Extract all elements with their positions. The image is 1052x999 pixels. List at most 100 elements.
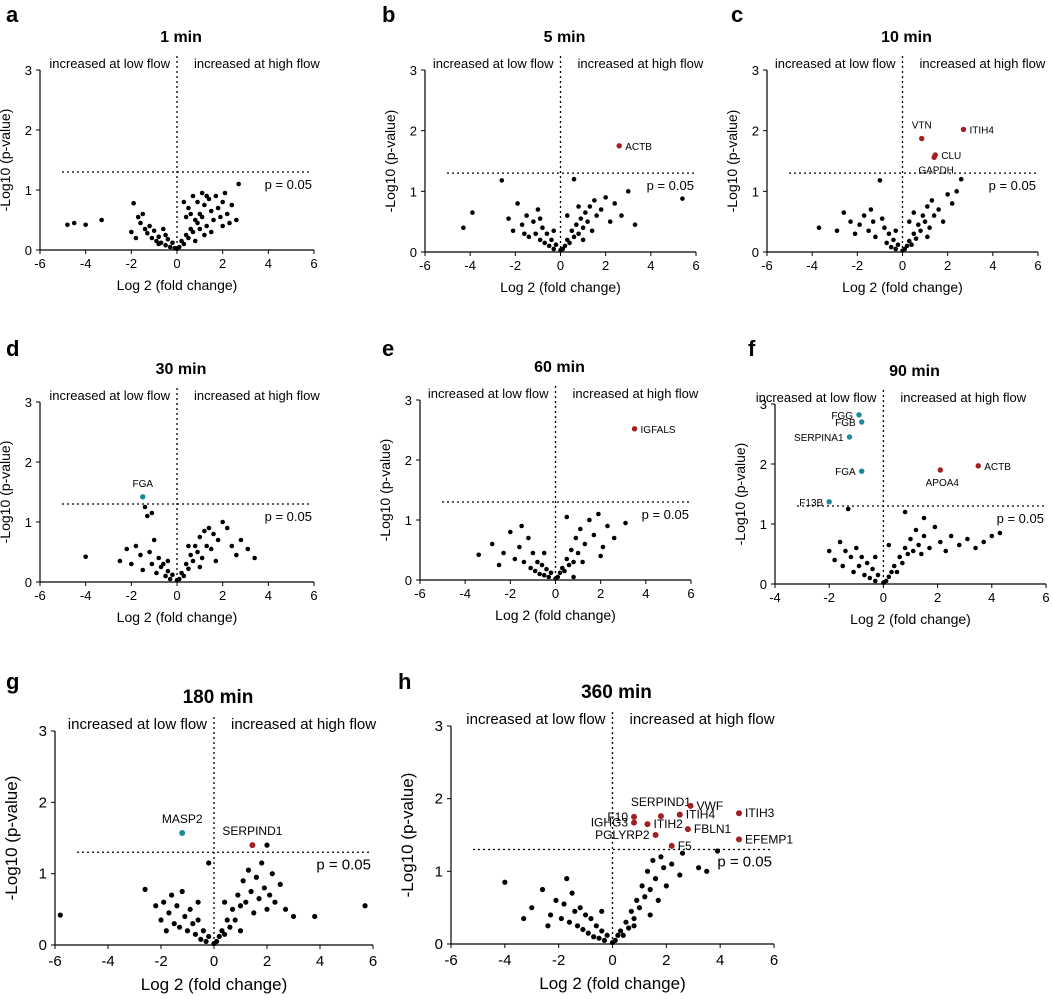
data-point <box>537 216 543 221</box>
x-tick-label: 2 <box>263 953 271 970</box>
right-region-label: increased at high flow <box>630 711 775 728</box>
data-point <box>591 934 597 940</box>
data-point <box>902 545 908 551</box>
data-point <box>142 886 148 892</box>
data-point <box>192 543 198 549</box>
data-point <box>202 528 207 534</box>
data-point <box>174 903 180 909</box>
y-tick-label: 3 <box>410 63 417 78</box>
data-point <box>195 917 201 923</box>
threshold-label: p = 0.05 <box>997 511 1044 526</box>
y-tick-label: 0 <box>410 245 417 260</box>
data-point <box>870 566 875 572</box>
data-point <box>658 854 664 860</box>
data-point <box>135 214 141 220</box>
data-point <box>571 176 577 182</box>
point-label-itih4: ITIH4 <box>969 125 994 136</box>
data-point <box>83 222 88 228</box>
data-point <box>496 562 502 568</box>
right-region-label: increased at high flow <box>194 388 320 403</box>
highlighted-point <box>140 494 146 500</box>
data-point <box>611 535 617 541</box>
y-tick-label: 1 <box>760 517 767 532</box>
data-point <box>925 234 930 240</box>
data-point <box>897 554 902 560</box>
data-point <box>881 580 886 586</box>
data-point <box>571 234 577 240</box>
highlighted-point <box>249 842 256 849</box>
data-point <box>856 563 862 569</box>
point-label-itih4: ITIH4 <box>686 808 716 822</box>
x-tick-label: 0 <box>608 952 616 969</box>
data-point <box>195 549 200 555</box>
x-tick-label: 6 <box>1034 258 1041 273</box>
x-tick-label: 6 <box>369 953 377 970</box>
y-tick-label: 1 <box>435 863 443 880</box>
data-point <box>198 936 204 942</box>
data-point <box>161 226 166 232</box>
data-point <box>580 926 586 933</box>
data-point <box>206 933 212 940</box>
panel-title: 1 min <box>160 29 202 46</box>
data-point <box>834 228 840 234</box>
data-point <box>165 558 171 564</box>
data-point <box>905 551 911 557</box>
point-label-fga: FGA <box>132 479 153 490</box>
data-point <box>908 536 913 542</box>
data-point <box>564 876 570 882</box>
y-tick-label: 0 <box>39 937 47 954</box>
data-point <box>680 196 685 201</box>
data-point <box>232 917 238 923</box>
data-point <box>161 899 167 905</box>
data-point <box>208 546 214 552</box>
data-point <box>547 912 554 918</box>
y-tick-label: 1 <box>405 513 412 528</box>
left-region-label: increased at low flow <box>49 56 170 71</box>
data-point <box>282 906 289 912</box>
left-region-label: increased at low flow <box>756 390 877 405</box>
data-point <box>537 237 543 243</box>
data-point <box>594 213 599 218</box>
data-point <box>826 548 832 554</box>
data-point <box>891 563 897 569</box>
highlighted-point <box>652 832 659 838</box>
data-point <box>580 559 585 565</box>
highlighted-point <box>918 135 925 142</box>
data-point <box>229 543 235 549</box>
data-point <box>848 219 853 224</box>
data-point <box>603 195 608 200</box>
data-point <box>642 894 648 900</box>
data-point <box>219 928 225 934</box>
data-point <box>913 236 919 241</box>
data-point <box>532 568 538 574</box>
data-point <box>895 242 901 248</box>
data-point <box>234 217 239 223</box>
data-point <box>224 211 230 217</box>
data-point <box>151 537 157 543</box>
data-point <box>174 246 180 252</box>
data-point <box>886 231 892 237</box>
data-point <box>949 201 955 206</box>
y-tick-label: 2 <box>752 124 759 139</box>
data-point <box>625 189 631 194</box>
data-point <box>521 915 527 922</box>
data-point <box>650 857 656 864</box>
data-point <box>222 931 228 937</box>
y-axis-label: -Log10 (p-value) <box>377 439 393 542</box>
data-point <box>145 230 150 236</box>
threshold-label: p = 0.05 <box>265 509 312 524</box>
data-point <box>234 552 239 558</box>
data-point <box>551 228 557 234</box>
data-point <box>848 554 854 560</box>
data-point <box>945 192 950 197</box>
data-point <box>965 536 970 542</box>
data-point <box>539 562 545 568</box>
data-point <box>918 228 923 234</box>
data-point <box>199 214 205 220</box>
data-point <box>529 905 535 911</box>
data-point <box>65 222 70 228</box>
data-point <box>195 899 201 905</box>
data-point <box>714 848 721 854</box>
data-point <box>566 919 573 925</box>
data-point <box>542 240 547 246</box>
